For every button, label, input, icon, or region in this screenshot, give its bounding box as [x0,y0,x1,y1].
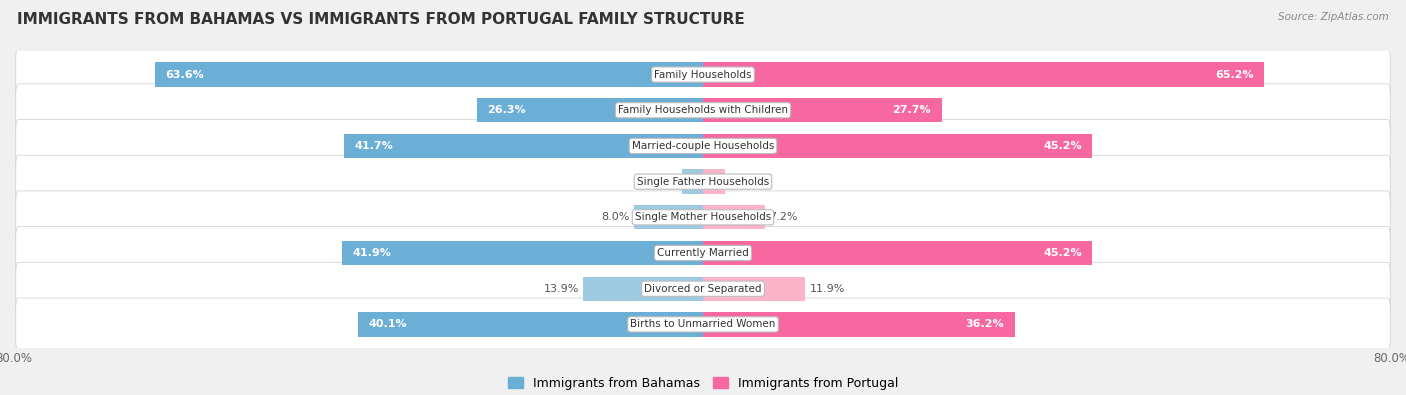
Bar [583,276,703,301]
Text: IMMIGRANTS FROM BAHAMAS VS IMMIGRANTS FROM PORTUGAL FAMILY STRUCTURE: IMMIGRANTS FROM BAHAMAS VS IMMIGRANTS FR… [17,12,745,27]
Bar [703,312,1015,337]
Text: 27.7%: 27.7% [893,105,931,115]
Bar [682,169,703,194]
FancyBboxPatch shape [15,191,1391,244]
Text: Source: ZipAtlas.com: Source: ZipAtlas.com [1278,12,1389,22]
Text: Married-couple Households: Married-couple Households [631,141,775,151]
FancyBboxPatch shape [15,227,1391,279]
Text: 7.2%: 7.2% [769,213,797,222]
Bar [703,169,725,194]
FancyBboxPatch shape [15,262,1391,315]
Text: 13.9%: 13.9% [544,284,579,294]
Text: Currently Married: Currently Married [657,248,749,258]
Bar [357,312,703,337]
Text: 36.2%: 36.2% [966,320,1004,329]
Text: 2.4%: 2.4% [650,177,678,186]
Text: 65.2%: 65.2% [1216,70,1254,79]
Bar [342,241,703,265]
Text: Single Mother Households: Single Mother Households [636,213,770,222]
FancyBboxPatch shape [15,155,1391,208]
Bar [477,98,703,122]
Bar [703,241,1092,265]
FancyBboxPatch shape [15,298,1391,351]
Bar [155,62,703,87]
Bar [703,62,1264,87]
Bar [344,134,703,158]
Text: Family Households with Children: Family Households with Children [619,105,787,115]
Bar [703,205,765,229]
Text: 45.2%: 45.2% [1043,248,1083,258]
Text: 63.6%: 63.6% [166,70,204,79]
Text: 41.7%: 41.7% [354,141,392,151]
Text: 40.1%: 40.1% [368,320,406,329]
Bar [703,134,1092,158]
Legend: Immigrants from Bahamas, Immigrants from Portugal: Immigrants from Bahamas, Immigrants from… [503,372,903,395]
Bar [703,98,942,122]
Text: Divorced or Separated: Divorced or Separated [644,284,762,294]
Text: 26.3%: 26.3% [486,105,526,115]
Text: Births to Unmarried Women: Births to Unmarried Women [630,320,776,329]
Text: 11.9%: 11.9% [810,284,845,294]
FancyBboxPatch shape [15,84,1391,137]
Text: 8.0%: 8.0% [602,213,630,222]
Text: Family Households: Family Households [654,70,752,79]
Bar [703,276,806,301]
Bar [634,205,703,229]
FancyBboxPatch shape [15,48,1391,101]
Text: 45.2%: 45.2% [1043,141,1083,151]
Text: 41.9%: 41.9% [353,248,391,258]
Text: Single Father Households: Single Father Households [637,177,769,186]
FancyBboxPatch shape [15,120,1391,172]
Text: 2.6%: 2.6% [730,177,758,186]
